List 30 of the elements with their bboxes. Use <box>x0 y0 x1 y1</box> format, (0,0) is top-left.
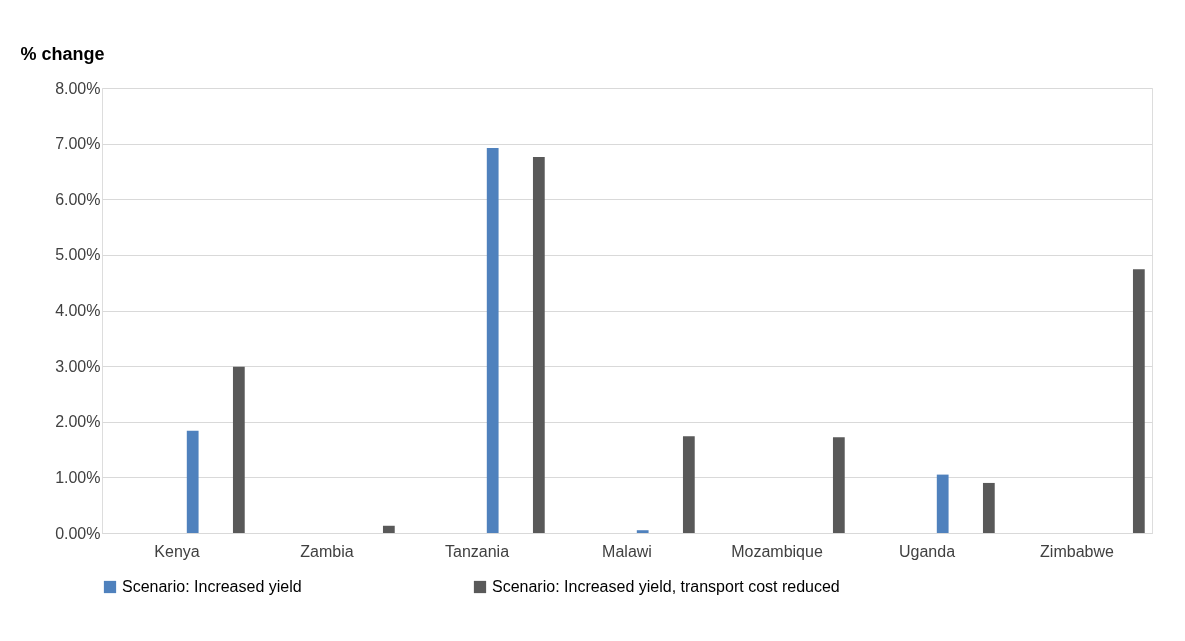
y-tick-label: 2.00% <box>55 413 101 431</box>
bar <box>982 482 995 533</box>
y-tick-label: 1.00% <box>55 468 101 486</box>
y-tick-label: 3.00% <box>55 357 101 375</box>
bar <box>232 366 245 533</box>
y-tick-label: 7.00% <box>55 135 101 153</box>
x-tick-label: Mozambique <box>731 542 823 560</box>
y-tick-label: 8.00% <box>55 79 101 97</box>
bar <box>1132 269 1145 533</box>
bar <box>486 148 499 533</box>
y-tick-label: 5.00% <box>55 246 101 264</box>
y-tick-label: 4.00% <box>55 302 101 319</box>
y-tick-label: 0.00% <box>55 524 101 542</box>
y-tick-label: 6.00% <box>55 190 101 208</box>
bar <box>682 436 695 533</box>
x-tick-label: Tanzania <box>444 542 510 560</box>
x-tick-label: Uganda <box>898 542 956 560</box>
legend-label: Scenario: Increased yield, transport cost reduced <box>492 578 840 595</box>
bar <box>636 530 649 533</box>
bar <box>832 437 845 533</box>
x-tick-label: Kenya <box>154 542 200 560</box>
y-axis-title: % change <box>20 43 105 64</box>
x-tick-label: Malawi <box>602 542 652 560</box>
bar <box>382 525 395 533</box>
bar <box>936 474 949 533</box>
bar <box>532 156 545 533</box>
x-tick-label: Zambia <box>300 542 354 560</box>
x-tick-label: Zimbabwe <box>1040 542 1114 560</box>
legend-label: Scenario: Increased yield <box>122 578 302 595</box>
bar <box>186 430 199 533</box>
